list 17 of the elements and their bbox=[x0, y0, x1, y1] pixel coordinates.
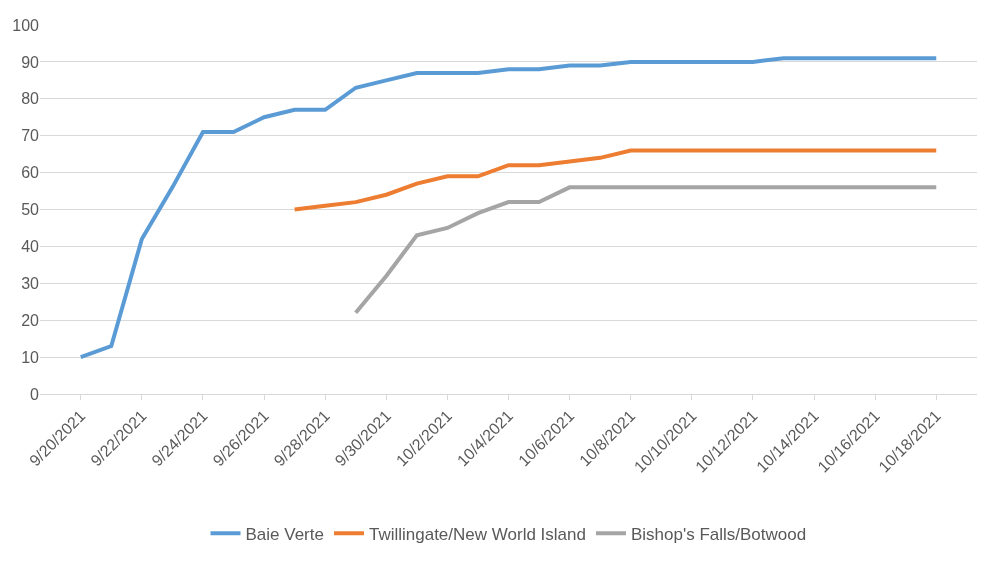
y-tick-label: 60 bbox=[21, 164, 40, 182]
y-tick-label: 70 bbox=[21, 127, 40, 145]
y-tick-label: 80 bbox=[21, 90, 40, 108]
line-series bbox=[292, 148, 939, 212]
y-tick-label: 50 bbox=[21, 201, 40, 219]
y-tick-label: 20 bbox=[21, 311, 40, 329]
line-series bbox=[353, 185, 939, 315]
y-tick-label: 40 bbox=[21, 238, 40, 255]
y-tick-label: 100 bbox=[12, 16, 40, 34]
line-series bbox=[78, 56, 939, 360]
y-tick-label: 10 bbox=[21, 348, 40, 366]
y-tick-label: 30 bbox=[21, 274, 40, 292]
legend-label: Bishop's Falls/Botwood bbox=[630, 524, 807, 544]
y-tick-label: 90 bbox=[21, 53, 40, 71]
legend-label: Baie Verte bbox=[245, 524, 324, 544]
y-tick-label: 0 bbox=[30, 385, 40, 403]
legend-label: Twillingate/New World Island bbox=[368, 524, 586, 544]
